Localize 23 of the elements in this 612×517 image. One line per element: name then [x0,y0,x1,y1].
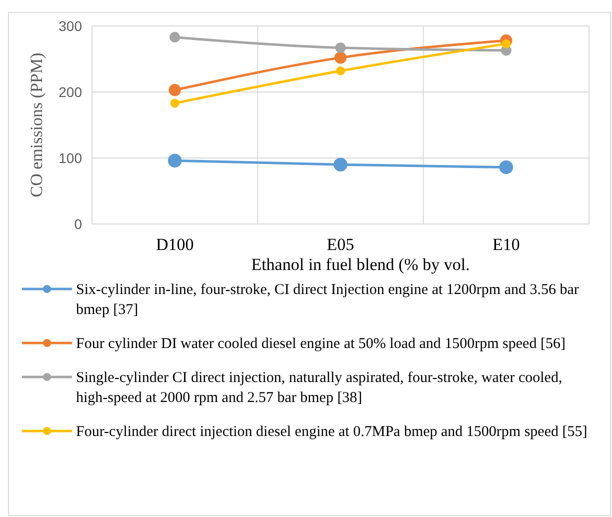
x-tick-label: D100 [156,235,194,254]
point [334,158,348,172]
point [335,42,346,54]
x-tick-label: E10 [492,235,520,254]
y-tick-label: 200 [58,84,82,100]
point [170,98,180,108]
legend-label: Six-cylinder in-line, four-stroke, CI direct Injection engine at 1200rpm and 3.56 bar bmep [37] [76,282,579,318]
legend-label: Single-cylinder CI direct injection, naturally aspirated, four-stroke, water cooled, high-speed at 2000 rpm and 2.57 bar bmep [38] [76,370,562,406]
x-axis-title: Ethanol in fuel blend (% by vol. [251,255,470,274]
point [168,154,182,168]
point [168,84,181,96]
y-tick-label: 100 [58,150,82,166]
x-tick-label: E05 [326,235,354,254]
point [499,160,514,174]
y-axis-title: CO emissions (PPM) [27,52,46,198]
point [334,52,347,64]
legend-label: Four-cylinder direct injection diesel engine at 0.7MPa bmep and 1500rpm speed [55] [76,424,588,440]
point [502,39,511,48]
y-tick-label: 0 [74,216,82,232]
point [336,66,345,76]
point [170,32,180,43]
y-tick-label: 300 [58,18,82,34]
legend-label: Four cylinder DI water cooled diesel engine at 50% load and 1500rpm speed [56] [76,336,566,352]
